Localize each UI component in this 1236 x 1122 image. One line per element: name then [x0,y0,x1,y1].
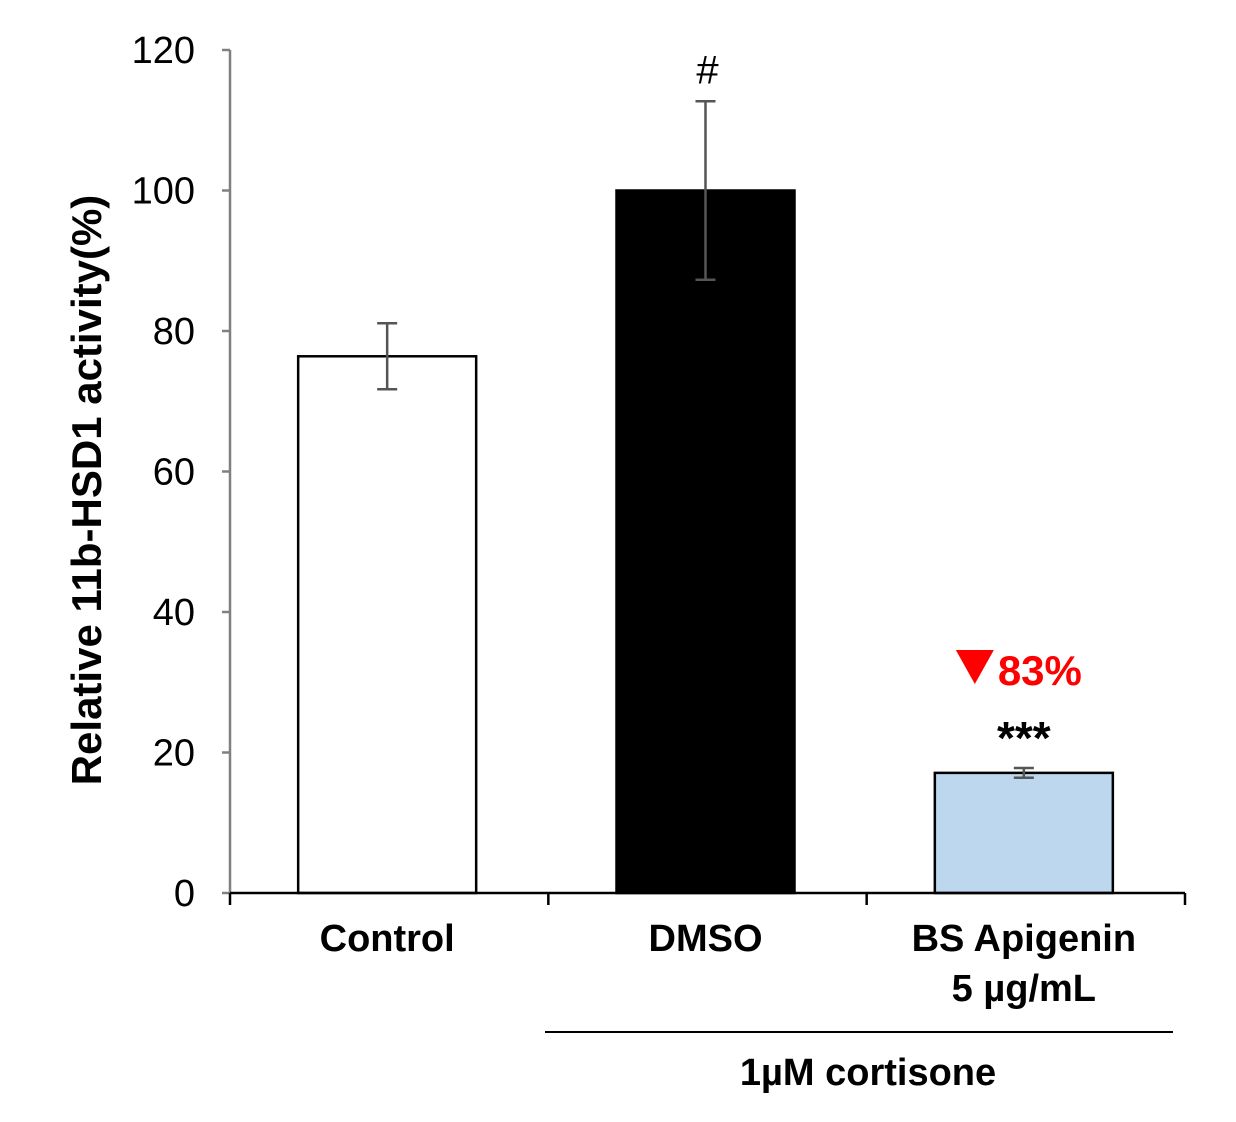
category-label: DMSO [649,918,763,960]
reduction-label: 83% [998,647,1082,694]
bar [296,355,478,895]
down-triangle-icon [955,649,994,684]
significance-marker: *** [997,712,1051,764]
error-bar [377,322,398,391]
category-label: BS Apigenin [912,918,1136,960]
error-bar [695,100,716,281]
category-label: Control [320,918,455,960]
y-tick-label: 0 [174,873,195,915]
bar [933,771,1115,895]
group-label: 1µM cortisone [740,1052,996,1094]
y-axis-label: Relative 11b-HSD1 activity(%) [63,195,110,786]
y-tick-label: 100 [132,171,195,213]
y-tick-label: 60 [153,452,195,494]
error-bar [1013,766,1034,780]
y-tick-label: 120 [132,30,195,72]
category-label: 5 µg/mL [952,968,1096,1010]
significance-marker: # [696,48,719,92]
y-tick-label: 20 [153,733,195,775]
y-tick-label: 40 [153,592,195,634]
y-tick-label: 80 [153,311,195,353]
bar [615,189,796,895]
